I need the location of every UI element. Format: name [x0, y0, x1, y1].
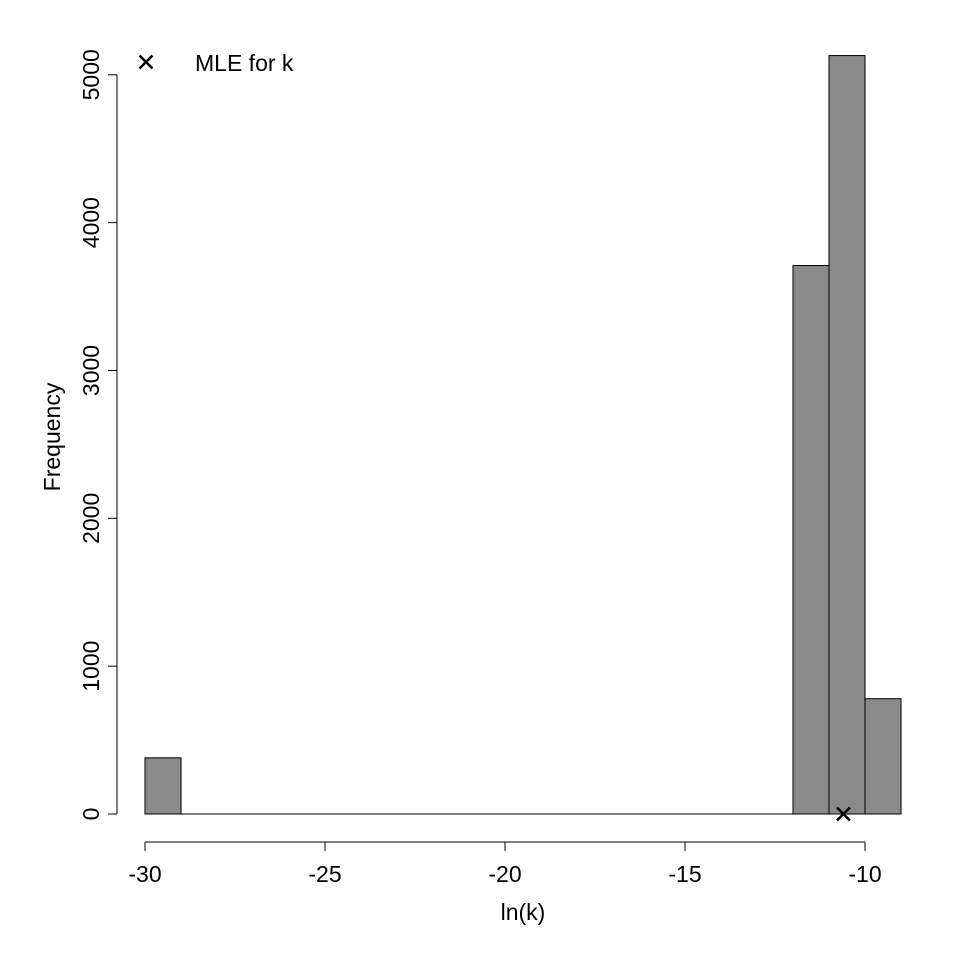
- mle-cross-stroke: [836, 806, 851, 822]
- y-axis-title: Frequency: [39, 382, 65, 491]
- x-tick-label: -30: [128, 861, 161, 887]
- x-tick-label: -15: [668, 861, 701, 887]
- x-axis-title: ln(k): [501, 899, 546, 925]
- histogram-bar: [144, 757, 182, 815]
- legend: MLE for k: [138, 50, 294, 76]
- x-tick-label: -20: [488, 861, 521, 887]
- legend-label: MLE for k: [195, 50, 294, 76]
- x-tick-label: -25: [308, 861, 341, 887]
- y-tick-label: 0: [78, 808, 104, 821]
- mle-cross-icon: [836, 806, 851, 822]
- y-tick-label: 4000: [78, 197, 104, 248]
- histogram-bar: [864, 698, 902, 815]
- x-tick-label: -10: [848, 861, 881, 887]
- x-axis: -30 -25 -20 -15 -10: [128, 841, 882, 887]
- y-tick-label: 1000: [78, 641, 104, 692]
- legend-cross-stroke: [138, 54, 154, 70]
- legend-cross-icon: [138, 54, 154, 70]
- histogram-bar: [792, 265, 830, 815]
- y-tick-label: 3000: [78, 345, 104, 396]
- y-tick-label: 5000: [78, 49, 104, 100]
- histogram-bars: [144, 55, 902, 815]
- y-tick-label: 2000: [78, 493, 104, 544]
- mle-marker-layer: [836, 806, 851, 822]
- y-axis: 0 1000 2000 3000 4000 5000: [78, 49, 118, 821]
- histogram-bar: [828, 55, 866, 815]
